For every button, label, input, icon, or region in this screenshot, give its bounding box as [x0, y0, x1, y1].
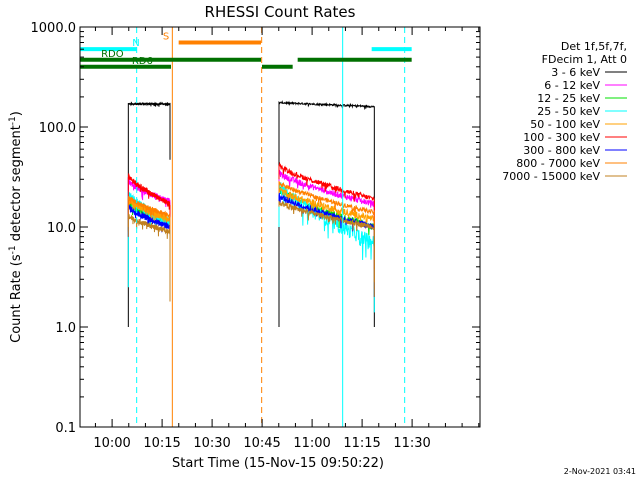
series-line-50-100: [278, 186, 375, 289]
legend-entry-label: 50 - 100 keV: [530, 118, 600, 131]
axis-layer: 0.1 1.0 10.0 100.0 1000.0 10:00 10:15 10:30 10:4…: [31, 21, 480, 451]
y-axis-label: Count Rate (s-1 detector segment-1): [8, 111, 24, 343]
state-label-RD6: RD6: [132, 56, 153, 67]
legend-entry-label: 300 - 800 keV: [523, 144, 600, 157]
series-line-800-7000: [127, 195, 171, 286]
legend-entry-label: 100 - 300 keV: [523, 131, 600, 144]
legend-entry-label: 7000 - 15000 keV: [502, 170, 600, 183]
legend-header: Det 1f,5f,7f,: [561, 40, 627, 53]
x-tick-label: 10:00: [93, 436, 130, 451]
x-axis-label: Start Time (15-Nov-15 09:50:22): [172, 456, 384, 471]
y-tick-label: 1.0: [55, 321, 76, 336]
state-label-S: S: [163, 31, 169, 42]
legend-entry-label: 25 - 50 keV: [537, 105, 600, 118]
legend-entry-label: 800 - 7000 keV: [516, 157, 600, 170]
y-tick-label: 100.0: [39, 121, 76, 136]
y-axis-label-part: -1: [8, 245, 18, 254]
series-line-300-800: [127, 204, 171, 297]
plot-layer: N S RDO RD6: [80, 27, 412, 427]
state-label-RDO: RDO: [101, 49, 124, 60]
x-tick-label: 11:00: [293, 436, 330, 451]
state-label-N: N: [132, 38, 139, 49]
series-line-3-6: [278, 99, 375, 327]
series-line-100-300: [127, 173, 171, 274]
y-tick-label: 1000.0: [31, 21, 77, 36]
footer-date: 2-Nov-2021 03:41: [564, 467, 636, 476]
x-tick-label: 10:15: [143, 436, 180, 451]
y-axis-label-part: -1: [8, 116, 18, 125]
x-tick-label: 10:30: [193, 436, 230, 451]
y-tick-label: 0.1: [55, 421, 76, 436]
series-line-7000-15000: [278, 200, 375, 297]
series-line-3-6: [127, 101, 171, 327]
x-tick-label: 10:45: [243, 436, 280, 451]
y-axis-label-part: Count Rate (s: [9, 254, 24, 343]
y-axis-label-part: ): [9, 111, 24, 116]
legend-entry-label: 12 - 25 keV: [537, 92, 600, 105]
chart-title: RHESSI Count Rates: [205, 3, 356, 21]
legend-entry-label: 6 - 12 keV: [544, 79, 600, 92]
series-line-800-7000: [278, 181, 375, 283]
series-line-7000-15000: [127, 214, 171, 302]
series-line-100-300: [278, 161, 375, 270]
legend-entry-label: 3 - 6 keV: [551, 66, 600, 79]
x-tick-label: 11:15: [343, 436, 380, 451]
y-tick-label: 10.0: [47, 221, 76, 236]
x-tick-label: 11:30: [393, 436, 430, 451]
series-line-6-12: [278, 169, 375, 274]
y-axis-label-part: detector segment: [9, 125, 24, 245]
legend-header: FDecim 1, Att 0: [542, 53, 627, 66]
